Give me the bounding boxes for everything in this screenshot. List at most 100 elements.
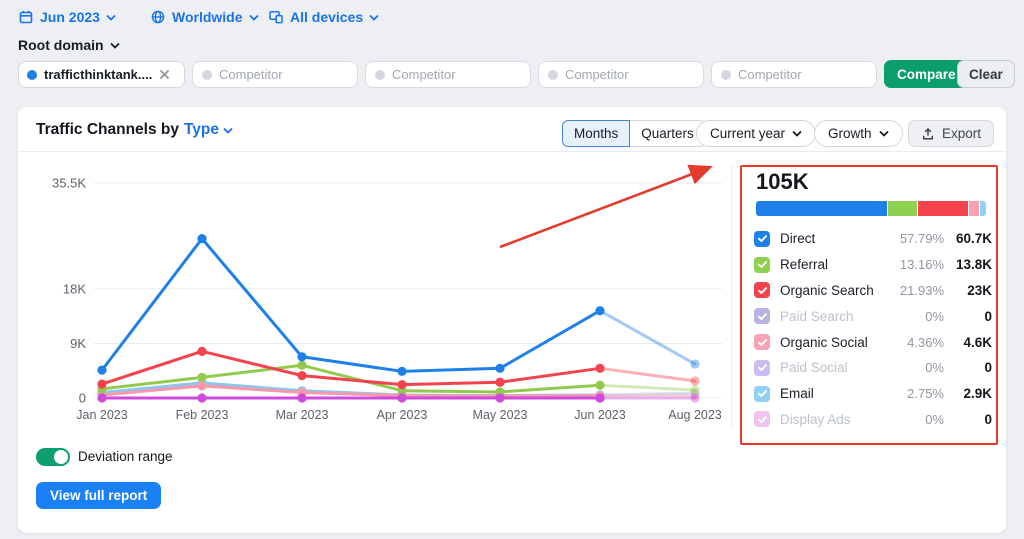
channel-share-bar — [756, 201, 986, 216]
channel-percent: 4.36% — [907, 334, 944, 350]
channel-value: 60.7K — [955, 231, 992, 247]
competitor-input-2-wrap — [365, 61, 531, 88]
channel-checkbox[interactable] — [754, 308, 770, 325]
devices-icon — [269, 11, 283, 24]
metric-dropdown-label: Growth — [828, 126, 872, 141]
competitor-input-3[interactable] — [565, 67, 694, 82]
svg-text:Apr 2023: Apr 2023 — [377, 408, 428, 422]
channel-row[interactable]: Direct 57.79% 60.7K — [754, 226, 992, 252]
clear-button[interactable]: Clear — [957, 60, 1015, 88]
toggle-knob — [54, 450, 68, 464]
channel-type-label: Type — [183, 121, 220, 138]
header-divider — [18, 151, 1006, 152]
share-bar-segment — [968, 201, 979, 216]
svg-text:Mar 2023: Mar 2023 — [276, 408, 329, 422]
channel-checkbox[interactable] — [754, 411, 770, 428]
date-range-selector[interactable]: Jun 2023 — [18, 6, 116, 28]
competitor-input-4[interactable] — [738, 67, 867, 82]
remove-domain-icon[interactable] — [159, 69, 170, 80]
svg-text:9K: 9K — [70, 336, 86, 351]
channel-label: Paid Search — [780, 308, 854, 324]
channel-label: Email — [780, 386, 814, 402]
channel-row[interactable]: Organic Search 21.93% 23K — [754, 278, 992, 304]
period-dropdown[interactable]: Current year — [696, 120, 817, 147]
channel-value: 2.9K — [963, 386, 992, 402]
channel-row[interactable]: Organic Social 4.36% 4.6K — [754, 329, 992, 355]
channel-value: 4.6K — [963, 334, 992, 350]
channel-legend-list: Direct 57.79% 60.7K Referral 13.16% 13.8K Orga… — [754, 226, 992, 432]
svg-text:Jan 2023: Jan 2023 — [76, 408, 127, 422]
share-bar-segment — [887, 201, 918, 216]
channel-checkbox[interactable] — [754, 359, 770, 376]
channel-row[interactable]: Paid Search 0% 0 — [754, 303, 992, 329]
competitor-input-1-wrap — [192, 61, 358, 88]
deviation-range-toggle[interactable] — [36, 448, 70, 466]
channel-value: 0 — [984, 360, 992, 376]
channel-percent: 0% — [925, 308, 944, 324]
channel-checkbox[interactable] — [754, 385, 770, 402]
domain-color-dot — [27, 69, 37, 80]
months-tab[interactable]: Months — [562, 120, 631, 147]
chevron-down-icon — [248, 14, 259, 21]
traffic-channels-card: Traffic Channels by Type Months Quarters… — [18, 107, 1006, 533]
channel-row[interactable]: Display Ads 0% 0 — [754, 407, 992, 433]
svg-text:0: 0 — [79, 391, 86, 406]
channel-checkbox[interactable] — [754, 282, 770, 299]
competitor-input-2[interactable] — [392, 67, 521, 82]
channel-row[interactable]: Referral 13.16% 13.8K — [754, 252, 992, 278]
view-full-report-button[interactable]: View full report — [36, 482, 162, 509]
chevron-down-icon — [106, 14, 116, 21]
channel-checkbox[interactable] — [754, 334, 770, 351]
channel-checkbox[interactable] — [754, 256, 770, 273]
channel-label: Organic Search — [780, 282, 874, 298]
chevron-down-icon — [223, 127, 233, 134]
svg-text:Aug 2023: Aug 2023 — [668, 408, 722, 422]
competitor-color-dot — [548, 69, 558, 80]
quarters-tab[interactable]: Quarters — [630, 120, 706, 147]
share-bar-segment — [918, 201, 968, 216]
granularity-toggle: Months Quarters — [562, 120, 706, 147]
chevron-down-icon — [109, 42, 120, 49]
deviation-range-label: Deviation range — [78, 449, 173, 464]
channel-percent: 57.79% — [899, 231, 944, 247]
scope-selector[interactable]: Root domain — [18, 35, 120, 55]
traffic-chart: 35.5K 18K 9K 0 Jan 2023 Feb 2023 Mar 2023 Apr 2… — [52, 175, 722, 422]
channel-label: Direct — [780, 231, 816, 247]
channel-label: Referral — [780, 257, 829, 273]
devices-selector[interactable]: All devices — [268, 6, 379, 28]
channel-percent: 13.16% — [899, 257, 944, 273]
competitor-color-dot — [721, 69, 731, 80]
compare-button[interactable]: Compare — [884, 60, 969, 88]
share-bar-segment — [979, 201, 986, 216]
channel-label: Display Ads — [780, 411, 851, 427]
channel-row[interactable]: Email 2.75% 2.9K — [754, 381, 992, 407]
channel-percent: 21.93% — [899, 282, 944, 298]
competitor-input-1[interactable] — [219, 67, 348, 82]
channel-value: 0 — [984, 411, 992, 427]
chevron-down-icon — [369, 14, 379, 21]
channel-percent: 2.75% — [907, 386, 944, 402]
competitor-color-dot — [375, 69, 385, 80]
svg-text:Jun 2023: Jun 2023 — [574, 408, 625, 422]
metric-dropdown[interactable]: Growth — [814, 120, 903, 147]
chevron-down-icon — [878, 130, 889, 137]
calendar-icon — [19, 10, 33, 24]
competitor-input-3-wrap — [538, 61, 704, 88]
svg-text:35.5K: 35.5K — [52, 175, 86, 190]
share-bar-segment — [756, 201, 887, 216]
region-selector[interactable]: Worldwide — [150, 6, 259, 28]
competitor-color-dot — [202, 69, 212, 80]
card-title: Traffic Channels by Type — [36, 121, 233, 139]
main-domain-chip[interactable]: trafficthinktank.... — [18, 61, 185, 88]
devices-label: All devices — [290, 9, 364, 25]
channel-value: 23K — [967, 282, 992, 298]
channel-percent: 0% — [925, 360, 944, 376]
export-button[interactable]: Export — [908, 120, 995, 147]
channel-checkbox[interactable] — [754, 230, 770, 247]
svg-text:Feb 2023: Feb 2023 — [176, 408, 229, 422]
channel-row[interactable]: Paid Social 0% 0 — [754, 355, 992, 381]
scope-label: Root domain — [18, 37, 104, 53]
channel-type-dropdown[interactable]: Type — [184, 121, 233, 139]
channel-label: Organic Social — [780, 334, 868, 350]
